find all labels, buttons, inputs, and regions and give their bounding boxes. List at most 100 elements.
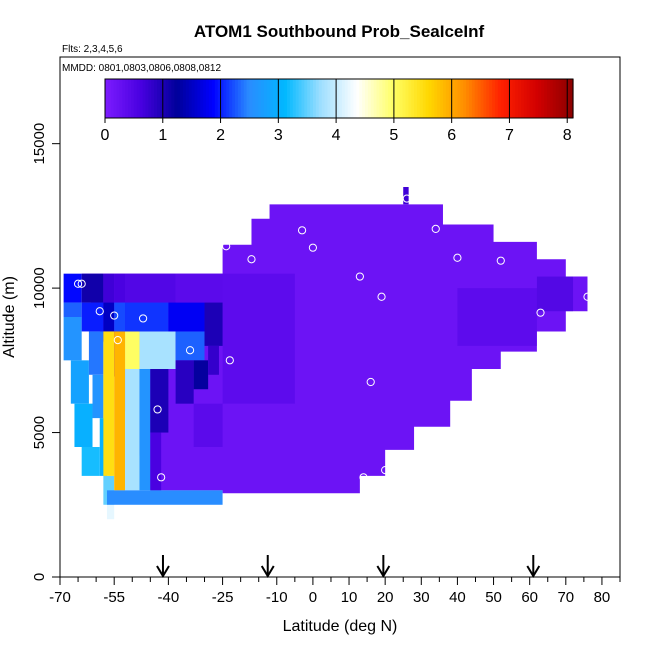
colorbar-segment (541, 79, 545, 118)
colorbar-segment (500, 79, 505, 118)
x-tick-label: -10 (266, 589, 288, 606)
colorbar-tick-label: 2 (216, 127, 225, 144)
colorbar-segment (310, 79, 314, 118)
colorbar-segment (362, 79, 366, 118)
colorbar-segment (139, 79, 144, 118)
chart-title: ATOM1 Southbound Prob_SeaIceInf (194, 22, 485, 41)
colorbar-segment (359, 79, 363, 118)
colorbar-segment (125, 79, 129, 118)
colorbar-segment (180, 79, 184, 118)
colorbar-segment (223, 79, 227, 118)
colorbar-segment (408, 79, 412, 118)
data-point (366, 377, 375, 387)
latitude-arrow (376, 555, 391, 578)
curtain-shade (222, 273, 295, 404)
colorbar-segment (261, 79, 265, 118)
colorbar-segment (419, 79, 424, 118)
colorbar-segment (307, 79, 311, 118)
data-point (377, 292, 386, 301)
colorbar-segment (503, 79, 508, 118)
colorbar-tick-label: 4 (332, 127, 341, 144)
colorbar-segment (515, 79, 519, 118)
colorbar-tick-label: 0 (101, 127, 110, 144)
colorbar-segment (509, 79, 513, 118)
colorbar-segment (344, 79, 349, 118)
colorbar-segment (278, 79, 282, 118)
colorbar-segment (341, 79, 346, 118)
colorbar-segment (434, 79, 438, 118)
colorbar-segment (466, 79, 470, 118)
colorbar-segment (272, 79, 277, 118)
heatmap-cell (81, 447, 100, 476)
colorbar-segment (220, 79, 225, 118)
colorbar-segment (116, 79, 121, 118)
heatmap-cell (88, 331, 104, 375)
x-axis-label: Latitude (deg N) (283, 618, 398, 635)
colorbar-segment (275, 79, 279, 118)
colorbar-segment (177, 79, 181, 118)
colorbar-segment (185, 79, 190, 118)
colorbar-segment (229, 79, 233, 118)
colorbar-segment (523, 79, 528, 118)
colorbar-segment (512, 79, 516, 118)
colorbar-segment (367, 79, 372, 118)
colorbar-segment (391, 79, 395, 118)
colorbar-segment (191, 79, 196, 118)
x-axis: -70 -55 -40 -25 -10 0 10 20 30 40 50 60 70 80 (49, 577, 621, 606)
colorbar-segment (154, 79, 158, 118)
heatmap-area (63, 187, 588, 520)
colorbar-segment (353, 79, 357, 118)
colorbar-segment (561, 79, 565, 118)
y-tick-label: 10000 (31, 267, 48, 309)
colorbar-segment (157, 79, 161, 118)
colorbar-segment (269, 79, 274, 118)
y-axis: 0 5000 10000 15000 (31, 123, 60, 581)
curtain-spike (403, 187, 409, 205)
heatmap-cell (70, 360, 89, 404)
heatmap-cell (114, 273, 126, 303)
data-point (153, 405, 162, 414)
colorbar-segment (119, 79, 123, 118)
colorbar-segment (232, 79, 236, 118)
colorbar-segment (388, 79, 392, 118)
colorbar-segment (405, 79, 409, 118)
x-tick-label: 60 (521, 589, 538, 606)
colorbar-segment (483, 79, 487, 118)
colorbar-segment (226, 79, 230, 118)
colorbar-segment (555, 79, 560, 118)
x-tick-label: -25 (212, 589, 234, 606)
colorbar-segment (399, 79, 404, 118)
colorbar-segment (451, 79, 456, 118)
data-point (113, 336, 122, 345)
colorbar-segment (379, 79, 383, 118)
colorbar-segment (492, 79, 496, 118)
latitude-arrow (526, 555, 541, 578)
heatmap-cell (103, 273, 115, 303)
colorbar-segment (165, 79, 170, 118)
colorbar-segment (162, 79, 167, 118)
flights-annotation: Flts: 2,3,4,5,6 (62, 44, 123, 55)
data-point (359, 473, 368, 482)
colorbar-segment (281, 79, 285, 118)
colorbar-segment (217, 79, 222, 118)
colorbar-segment (243, 79, 248, 118)
heatmap-cell (175, 360, 194, 404)
colorbar-segment (330, 79, 334, 118)
heatmap-cell (74, 403, 93, 447)
colorbar-segment (457, 79, 461, 118)
heatmap-cell (193, 403, 223, 447)
heatmap-cell (92, 374, 104, 419)
heatmap-cell (193, 360, 209, 390)
colorbar-segment (107, 79, 112, 118)
x-tick-label: -55 (103, 589, 125, 606)
heatmap-cell (106, 504, 115, 520)
data-points (73, 194, 592, 482)
data-point (153, 237, 162, 246)
colorbar-segment (105, 79, 109, 118)
heatmap-cell (81, 273, 104, 303)
colorbar-segment (474, 79, 479, 118)
colorbar-segment (356, 79, 360, 118)
colorbar-segment (411, 79, 415, 118)
colorbar-segment (183, 79, 187, 118)
colorbar-segment (110, 79, 115, 118)
